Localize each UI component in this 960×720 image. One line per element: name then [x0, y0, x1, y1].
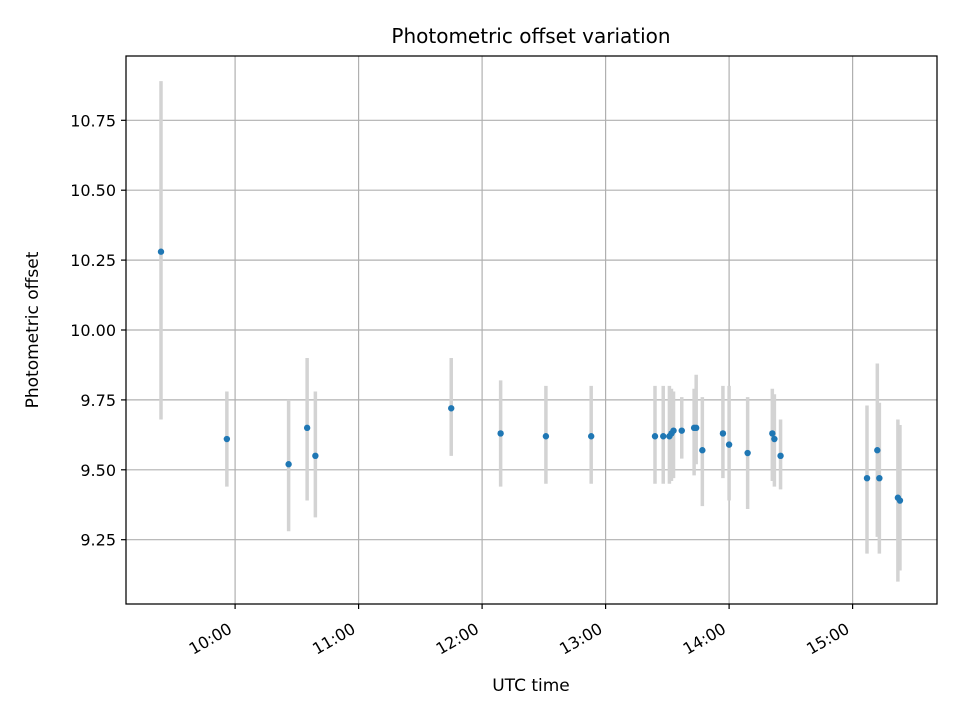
data-point: [874, 447, 881, 454]
grid: [126, 56, 937, 604]
y-tick-label: 10.75: [70, 111, 116, 130]
data-point: [744, 449, 751, 457]
data-point: [651, 433, 659, 440]
data-point: [719, 430, 727, 437]
data-point: [497, 430, 504, 437]
data-point: [876, 474, 883, 482]
x-axis-title: UTC time: [492, 676, 570, 696]
data-point: [771, 435, 778, 443]
data-point: [223, 435, 231, 443]
data-point: [692, 424, 700, 432]
y-tick-label: 10.25: [70, 251, 116, 270]
data-point: [448, 405, 455, 412]
y-tick-label: 9.25: [80, 531, 116, 550]
data-point: [542, 433, 550, 440]
y-tick-label: 10.00: [70, 321, 116, 340]
data-point: [157, 248, 165, 255]
y-tick-label: 10.50: [70, 181, 116, 200]
data-point: [670, 427, 677, 434]
data-points: [157, 248, 904, 504]
data-point: [285, 461, 292, 468]
data-point: [660, 433, 667, 440]
chart-title: Photometric offset variation: [391, 24, 670, 48]
data-point: [587, 433, 595, 440]
data-point: [303, 424, 311, 432]
y-tick-label: 9.75: [80, 391, 116, 410]
data-point: [777, 452, 784, 460]
data-point: [769, 430, 776, 437]
y-tick-label: 9.50: [80, 461, 116, 480]
data-point: [863, 474, 871, 482]
data-point: [312, 452, 319, 460]
y-axis-title: Photometric offset: [23, 251, 43, 408]
data-point: [699, 447, 706, 454]
y-axis: 9.25 9.50 9.75 10.00 10.25 10.50 10.75: [70, 111, 126, 550]
data-point: [896, 497, 904, 504]
data-point: [725, 441, 733, 448]
data-point: [678, 427, 685, 434]
